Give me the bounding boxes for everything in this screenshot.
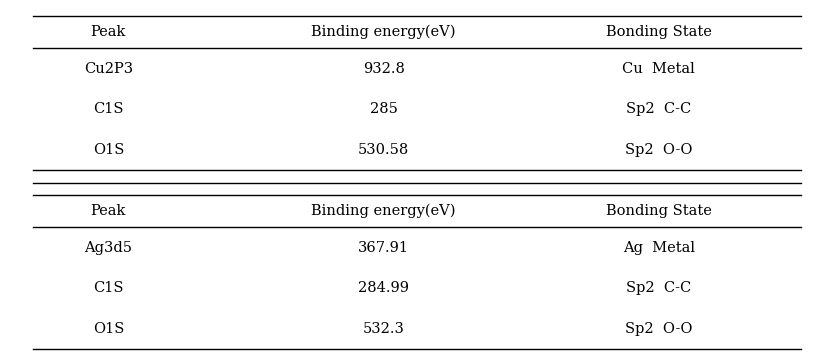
Text: C1S: C1S [93, 102, 123, 116]
Text: 530.58: 530.58 [358, 143, 409, 157]
Text: 532.3: 532.3 [363, 322, 404, 336]
Text: 285: 285 [369, 102, 398, 116]
Text: Sp2  O-O: Sp2 O-O [626, 322, 692, 336]
Text: Binding energy(eV): Binding energy(eV) [311, 204, 456, 218]
Text: Cu2P3: Cu2P3 [84, 62, 133, 76]
Text: Ag  Metal: Ag Metal [623, 241, 695, 255]
Text: 284.99: 284.99 [358, 281, 409, 295]
Text: O1S: O1S [93, 143, 124, 157]
Text: Cu  Metal: Cu Metal [622, 62, 696, 76]
Text: Peak: Peak [91, 25, 126, 39]
Text: 932.8: 932.8 [363, 62, 404, 76]
Text: O1S: O1S [93, 322, 124, 336]
Text: Sp2  C-C: Sp2 C-C [626, 281, 691, 295]
Text: Binding energy(eV): Binding energy(eV) [311, 25, 456, 39]
Text: Peak: Peak [91, 204, 126, 218]
Text: Bonding State: Bonding State [606, 204, 711, 218]
Text: Sp2  O-O: Sp2 O-O [626, 143, 692, 157]
Text: Ag3d5: Ag3d5 [84, 241, 133, 255]
Text: Bonding State: Bonding State [606, 25, 711, 39]
Text: C1S: C1S [93, 281, 123, 295]
Text: 367.91: 367.91 [358, 241, 409, 255]
Text: Sp2  C-C: Sp2 C-C [626, 102, 691, 116]
